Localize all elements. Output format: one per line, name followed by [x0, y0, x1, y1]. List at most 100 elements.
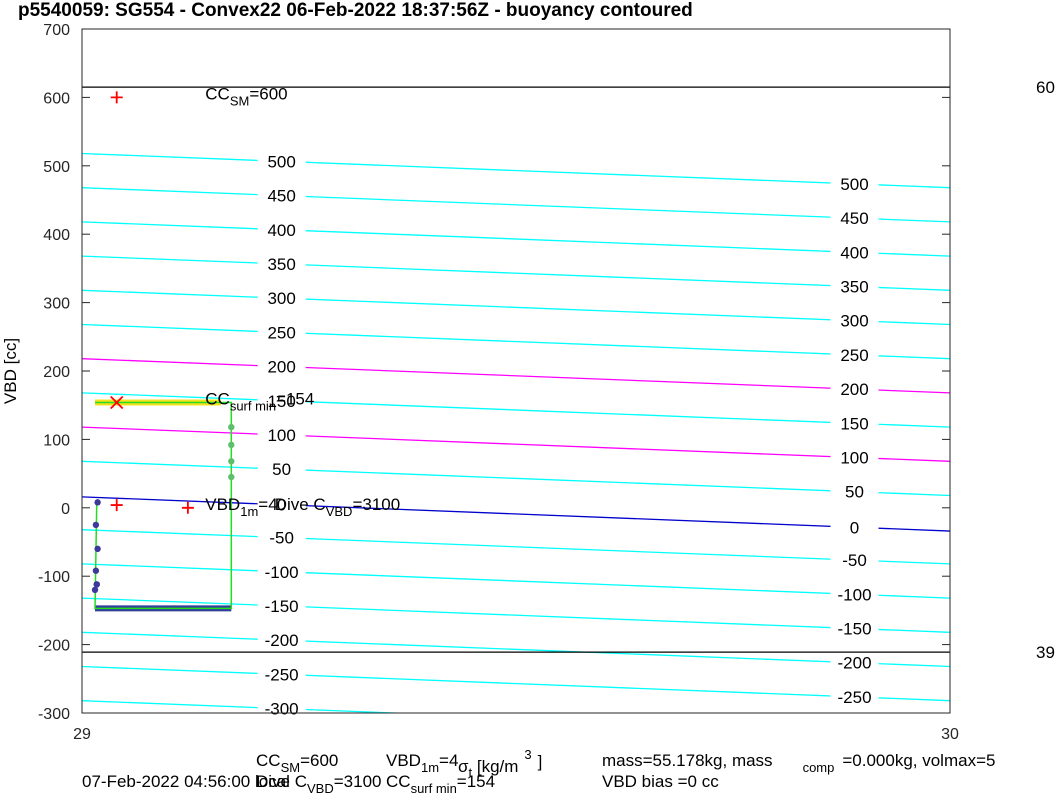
- text-part: VBD: [326, 504, 353, 519]
- contour-label: 400: [267, 221, 295, 240]
- contour-label-gap: [257, 186, 306, 205]
- text-part: VBD: [307, 781, 334, 796]
- contour-label: -100: [838, 585, 872, 604]
- contour-label-gap: [830, 619, 879, 638]
- contour-label: -250: [265, 665, 299, 684]
- text-part: 3: [524, 747, 531, 762]
- text-part: 1m: [240, 504, 258, 519]
- contour-line: [82, 665, 950, 702]
- contour-label-gap: [830, 209, 879, 228]
- contour-label-gap: [830, 311, 879, 330]
- x-tick-label: 29: [73, 726, 91, 743]
- data-point: [228, 473, 235, 481]
- contour-label-gap: [257, 323, 306, 342]
- contour-line: [82, 187, 950, 223]
- contour-label-gap: [830, 277, 879, 296]
- text-part: =600: [300, 751, 338, 770]
- data-point: [93, 581, 100, 588]
- text-part: VBD: [386, 751, 421, 770]
- contour-label: 100: [840, 449, 868, 468]
- y-tick-label: 700: [43, 22, 70, 39]
- contour-line: [82, 289, 950, 326]
- contour-label: 250: [267, 323, 295, 342]
- text-part: =154: [276, 389, 314, 408]
- contour-label-gap: [257, 220, 306, 239]
- y-tick-label: 400: [43, 227, 70, 244]
- y-tick-label: -300: [38, 706, 70, 723]
- footer-text: VBD1m=4: [386, 751, 458, 775]
- contour-label: 400: [840, 243, 868, 262]
- footer-text: CCsurf min=154: [386, 772, 495, 796]
- plot-area: [82, 29, 950, 713]
- contour-label: 450: [267, 187, 295, 206]
- data-point: [92, 567, 100, 574]
- y-tick-label: 300: [43, 296, 70, 313]
- contour-label: -150: [838, 620, 872, 639]
- edge-label: 39: [1036, 643, 1055, 662]
- text-part: t: [469, 765, 473, 780]
- contour-label: 500: [267, 152, 295, 171]
- contour-label: 0: [277, 496, 286, 515]
- contour-label: 100: [267, 426, 295, 445]
- contour-label-gap: [830, 585, 879, 604]
- text-part: surf min: [411, 781, 457, 796]
- y-tick-label: 100: [43, 432, 70, 449]
- annotation: CCSM=600: [205, 84, 287, 108]
- data-point: [92, 521, 100, 529]
- text-part: SM: [281, 760, 301, 775]
- contour-label-gap: [257, 699, 306, 713]
- marker: [110, 395, 124, 410]
- text-part: =4: [258, 495, 277, 514]
- text-part: Dive C: [275, 495, 326, 514]
- contour-label: -50: [842, 551, 867, 570]
- text-part: [kg/m: [472, 757, 518, 776]
- contour-label: -200: [838, 654, 872, 673]
- contour-label: -50: [269, 529, 294, 548]
- contour-label: 300: [267, 289, 295, 308]
- edge-label: 60: [1036, 78, 1055, 97]
- text-part: σ: [458, 757, 469, 776]
- contour-label-gap: [830, 380, 879, 399]
- text-part: VBD bias =0 cc: [602, 772, 719, 791]
- contour-line: [82, 460, 950, 497]
- text-part: CC: [205, 84, 230, 103]
- contour-line: [82, 563, 950, 599]
- contour-label: 0: [850, 518, 859, 537]
- contour-label: 300: [840, 312, 868, 331]
- text-part: SM: [230, 93, 250, 108]
- text-part: CC: [256, 751, 281, 770]
- contour-label-gap: [257, 391, 306, 410]
- contour-label-gap: [257, 357, 306, 376]
- contour-label-gap: [830, 414, 879, 433]
- footer-text: Dive CVBD=3100: [256, 772, 382, 796]
- contour-label-gap: [830, 448, 879, 467]
- contour-line: [82, 358, 950, 394]
- footer-text: VBD bias =0 cc: [602, 772, 719, 791]
- contour-line: [82, 426, 950, 462]
- contour-label-gap: [257, 528, 306, 547]
- contour-label-gap: [830, 482, 879, 501]
- data-point: [94, 499, 101, 506]
- contour-label: 200: [267, 358, 295, 377]
- annotation: Dive CVBD=3100: [275, 495, 401, 519]
- contour-label: -200: [265, 631, 299, 650]
- text-part: CC: [205, 389, 230, 408]
- annotation: CCsurf min=154: [205, 389, 314, 413]
- contour-line: [82, 597, 950, 633]
- text-part: =600: [249, 84, 287, 103]
- contour-line: [82, 700, 411, 713]
- y-tick-label: 600: [43, 90, 70, 107]
- text-part: Dive C: [256, 772, 307, 791]
- contour-line: [82, 152, 950, 189]
- y-tick-label: 0: [61, 501, 70, 518]
- text-part: ]: [538, 752, 543, 771]
- contour-line: [82, 255, 950, 291]
- y-tick-label: -200: [38, 638, 70, 655]
- footer-text: CCSM=600: [256, 751, 338, 775]
- marker: [181, 501, 194, 514]
- text-part: =0.000kg, volmax=5: [842, 751, 995, 770]
- contour-label-gap: [257, 425, 306, 444]
- text-part: VBD: [205, 495, 240, 514]
- contour-label: 150: [840, 414, 868, 433]
- marker: [110, 91, 123, 104]
